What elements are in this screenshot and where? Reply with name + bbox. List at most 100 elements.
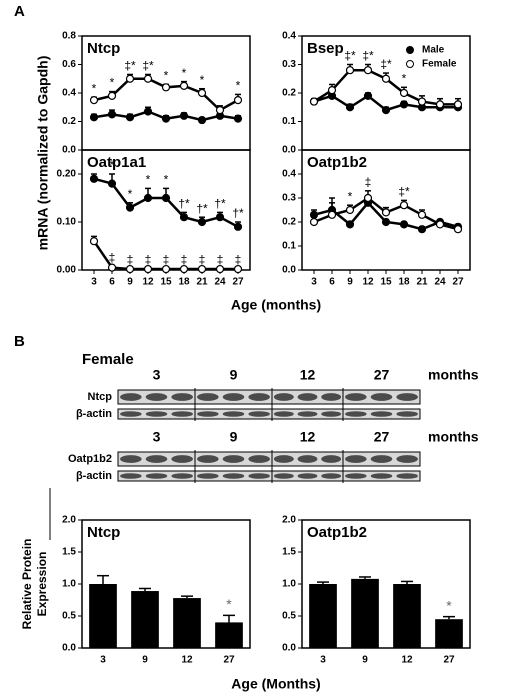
x-tick-label: 21 bbox=[196, 277, 208, 288]
blot-label: β-actin bbox=[76, 470, 112, 482]
x-axis-label: Age (months) bbox=[231, 297, 321, 313]
blot-band bbox=[345, 455, 367, 463]
y-tick-label: 2.0 bbox=[282, 515, 296, 526]
marker bbox=[345, 66, 355, 75]
marker bbox=[179, 264, 189, 274]
lane-label: 9 bbox=[230, 429, 238, 445]
x-tick-label: 6 bbox=[109, 277, 115, 288]
x-tick-label: 24 bbox=[434, 277, 446, 288]
marker bbox=[197, 88, 207, 98]
marker bbox=[215, 264, 225, 274]
x-tick-label: 9 bbox=[142, 655, 148, 666]
annotation: †* bbox=[214, 197, 226, 211]
marker bbox=[233, 96, 243, 105]
lane-label: 3 bbox=[153, 367, 161, 383]
blot-band bbox=[370, 473, 393, 479]
blot-band bbox=[321, 411, 342, 417]
blot-band bbox=[145, 411, 168, 417]
blot-band bbox=[396, 393, 418, 401]
y-tick-label: 0.2 bbox=[62, 116, 76, 127]
marker bbox=[125, 113, 135, 122]
y-tick-label: 0.20 bbox=[57, 169, 77, 180]
x-tick-label: 18 bbox=[178, 277, 190, 288]
y-tick-label: 0.0 bbox=[282, 643, 296, 654]
blot-band bbox=[197, 393, 219, 401]
x-axis-label: Age (Months) bbox=[231, 676, 320, 692]
annotation: ‡ bbox=[217, 253, 224, 267]
blot-band bbox=[273, 455, 294, 463]
x-tick-label: 12 bbox=[401, 655, 413, 666]
y-axis-label: mRNA (normalized to Gapdh) bbox=[35, 56, 51, 251]
marker bbox=[107, 110, 117, 119]
annotation: ‡ bbox=[365, 175, 372, 189]
y-tick-label: 0.2 bbox=[282, 88, 296, 99]
legend-marker bbox=[406, 60, 414, 68]
y-tick-label: 0.10 bbox=[57, 217, 77, 228]
blot-band bbox=[197, 411, 219, 417]
x-tick-label: 15 bbox=[380, 277, 392, 288]
marker bbox=[381, 74, 391, 83]
marker bbox=[161, 83, 171, 92]
x-tick-label: 6 bbox=[329, 277, 335, 288]
marker bbox=[327, 210, 337, 219]
marker bbox=[215, 213, 225, 222]
lane-label: 9 bbox=[230, 367, 238, 383]
unit-label: months bbox=[428, 367, 479, 383]
annotation: ‡ bbox=[181, 253, 188, 267]
marker bbox=[143, 107, 153, 116]
x-tick-label: 12 bbox=[181, 655, 193, 666]
blot-band bbox=[370, 455, 393, 463]
y-tick-label: 0.2 bbox=[282, 217, 296, 228]
unit-label: months bbox=[428, 429, 479, 445]
x-tick-label: 3 bbox=[91, 277, 97, 288]
y-tick-label: 0.8 bbox=[62, 31, 76, 42]
annotation: †* bbox=[178, 197, 190, 211]
marker bbox=[363, 193, 373, 203]
blot-band bbox=[321, 393, 342, 401]
marker bbox=[417, 210, 427, 219]
blot-band bbox=[171, 411, 193, 417]
marker bbox=[89, 96, 99, 105]
annotation: ‡ bbox=[163, 253, 170, 267]
blot-band bbox=[145, 393, 168, 401]
y-tick-label: 0.6 bbox=[62, 59, 76, 70]
x-tick-label: 27 bbox=[223, 655, 235, 666]
blot-band bbox=[222, 455, 245, 463]
blot-band bbox=[248, 393, 270, 401]
legend-label: Female bbox=[422, 59, 457, 70]
marker bbox=[89, 174, 99, 183]
blot-band bbox=[396, 411, 418, 417]
blot-label: Oatp1b2 bbox=[68, 453, 112, 465]
y-tick-label: 0.1 bbox=[282, 116, 296, 127]
blot-band bbox=[248, 473, 270, 479]
blot-group: Female bbox=[82, 351, 134, 368]
bar bbox=[309, 584, 337, 648]
bar bbox=[131, 591, 159, 648]
annotation: †* bbox=[232, 206, 244, 220]
marker bbox=[363, 91, 373, 100]
y-tick-label: 0.5 bbox=[282, 611, 296, 622]
marker bbox=[453, 225, 463, 234]
blot-band bbox=[222, 393, 245, 401]
y-tick-label: 0.0 bbox=[282, 145, 296, 156]
marker bbox=[215, 105, 225, 115]
y-tick-label: 0.5 bbox=[62, 611, 76, 622]
marker bbox=[381, 208, 391, 217]
x-tick-label: 9 bbox=[127, 277, 133, 288]
annotation: ‡ bbox=[127, 253, 134, 267]
x-tick-label: 15 bbox=[160, 277, 172, 288]
annotation: ‡* bbox=[124, 59, 136, 73]
y-tick-label: 1.5 bbox=[62, 547, 76, 558]
marker bbox=[143, 193, 153, 203]
y-tick-label: 0.3 bbox=[282, 59, 296, 70]
annotation: * bbox=[164, 173, 169, 187]
x-tick-label: 27 bbox=[232, 277, 244, 288]
y-tick-label: 0.4 bbox=[282, 31, 296, 42]
marker bbox=[107, 263, 117, 272]
blot-band bbox=[120, 393, 142, 401]
marker bbox=[233, 264, 243, 274]
marker bbox=[161, 193, 171, 203]
blot-band bbox=[345, 473, 367, 479]
y-axis-label: Expression bbox=[35, 552, 49, 617]
